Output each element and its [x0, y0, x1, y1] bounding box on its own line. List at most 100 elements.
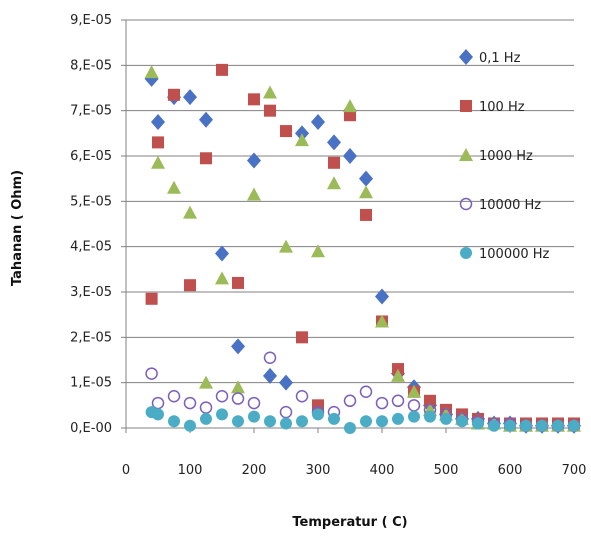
data-point — [279, 374, 293, 391]
data-points — [144, 63, 581, 434]
data-point — [407, 399, 421, 412]
data-point — [343, 148, 357, 164]
data-point — [231, 392, 245, 405]
y-tick-label: 7,E-05 — [70, 104, 112, 119]
data-point — [248, 410, 260, 423]
data-point — [327, 134, 341, 151]
data-point — [216, 63, 228, 76]
x-tick-label: 0 — [122, 463, 130, 478]
data-point — [247, 187, 261, 201]
y-tick-labels: 0,E-00 1,E-05 2,E-05 3,E-05 4,E-05 5,E-05 6,E-… — [70, 13, 112, 436]
legend-marker — [459, 197, 473, 211]
data-point — [145, 292, 158, 305]
data-point — [359, 385, 373, 398]
grid-lines — [121, 19, 574, 429]
y-tick-label: 3,E-05 — [70, 285, 112, 300]
data-point — [392, 412, 404, 425]
legend-marker — [459, 148, 473, 161]
y-tick-label: 1,E-05 — [70, 376, 112, 391]
legend-marker — [460, 100, 472, 112]
x-tick-label: 100 — [178, 463, 203, 478]
data-point — [391, 368, 405, 382]
data-point — [327, 176, 341, 190]
data-point — [296, 415, 308, 428]
y-tick-label: 0,E-00 — [70, 421, 112, 436]
y-tick-label: 8,E-05 — [70, 58, 112, 73]
series-4 — [145, 406, 580, 434]
legend: 0,1 Hz 100 Hz 1000 Hz 10000 Hz 100000 Hz — [459, 49, 550, 262]
data-point — [183, 205, 197, 219]
legend-label: 0,1 Hz — [479, 51, 521, 66]
data-point — [375, 396, 389, 410]
data-point — [375, 288, 389, 305]
data-point — [424, 394, 436, 407]
x-tick-label: 400 — [370, 463, 395, 478]
y-tick-label: 5,E-05 — [70, 194, 112, 209]
data-point — [247, 152, 261, 169]
legend-label: 10000 Hz — [479, 198, 541, 213]
data-point — [199, 111, 213, 128]
data-point — [199, 375, 213, 389]
data-point — [472, 417, 484, 430]
data-point — [312, 408, 324, 421]
y-tick-label: 4,E-05 — [70, 240, 112, 255]
data-point — [552, 419, 564, 432]
data-point — [263, 85, 277, 99]
data-point — [280, 125, 292, 138]
data-point — [279, 405, 293, 419]
data-point — [344, 422, 356, 434]
data-point — [199, 401, 213, 414]
data-point — [200, 152, 212, 165]
data-point — [295, 133, 309, 147]
data-point — [360, 208, 372, 221]
legend-label: 100 Hz — [479, 100, 525, 115]
data-point — [440, 412, 452, 425]
data-point — [328, 412, 340, 425]
data-point — [488, 419, 500, 432]
data-point — [145, 367, 158, 380]
data-point — [264, 104, 276, 117]
data-point — [232, 415, 244, 428]
y-tick-label: 9,E-05 — [70, 13, 112, 28]
x-tick-label: 500 — [434, 463, 459, 478]
data-point — [359, 170, 373, 187]
data-point — [184, 279, 196, 292]
data-point — [263, 367, 277, 384]
data-point — [328, 156, 340, 169]
data-point — [200, 412, 212, 425]
data-point — [311, 244, 325, 258]
data-point — [376, 415, 388, 428]
data-point — [247, 396, 261, 410]
data-point — [296, 331, 308, 344]
data-point — [151, 155, 165, 169]
data-point — [343, 99, 357, 113]
y-tick-label: 2,E-05 — [70, 330, 112, 345]
data-point — [231, 338, 245, 355]
data-point — [504, 419, 516, 432]
data-point — [343, 394, 357, 408]
x-tick-label: 200 — [242, 463, 267, 478]
x-tick-label: 300 — [306, 463, 331, 478]
data-point — [215, 390, 229, 403]
legend-label: 1000 Hz — [479, 149, 533, 164]
data-point — [568, 419, 580, 432]
x-tick-label: 600 — [498, 463, 523, 478]
data-point — [183, 89, 197, 106]
data-point — [144, 65, 159, 79]
data-point — [360, 415, 372, 428]
data-point — [311, 114, 325, 130]
data-point — [359, 185, 373, 199]
data-point — [184, 419, 196, 432]
data-point — [520, 419, 532, 432]
data-point — [456, 415, 468, 428]
data-point — [167, 180, 181, 194]
data-point — [232, 276, 244, 289]
data-point — [183, 396, 197, 410]
data-point — [152, 136, 164, 149]
data-point — [152, 408, 164, 421]
data-point — [391, 394, 405, 408]
y-tick-label: 6,E-05 — [70, 149, 112, 164]
data-point — [215, 271, 229, 285]
data-point — [248, 93, 260, 106]
